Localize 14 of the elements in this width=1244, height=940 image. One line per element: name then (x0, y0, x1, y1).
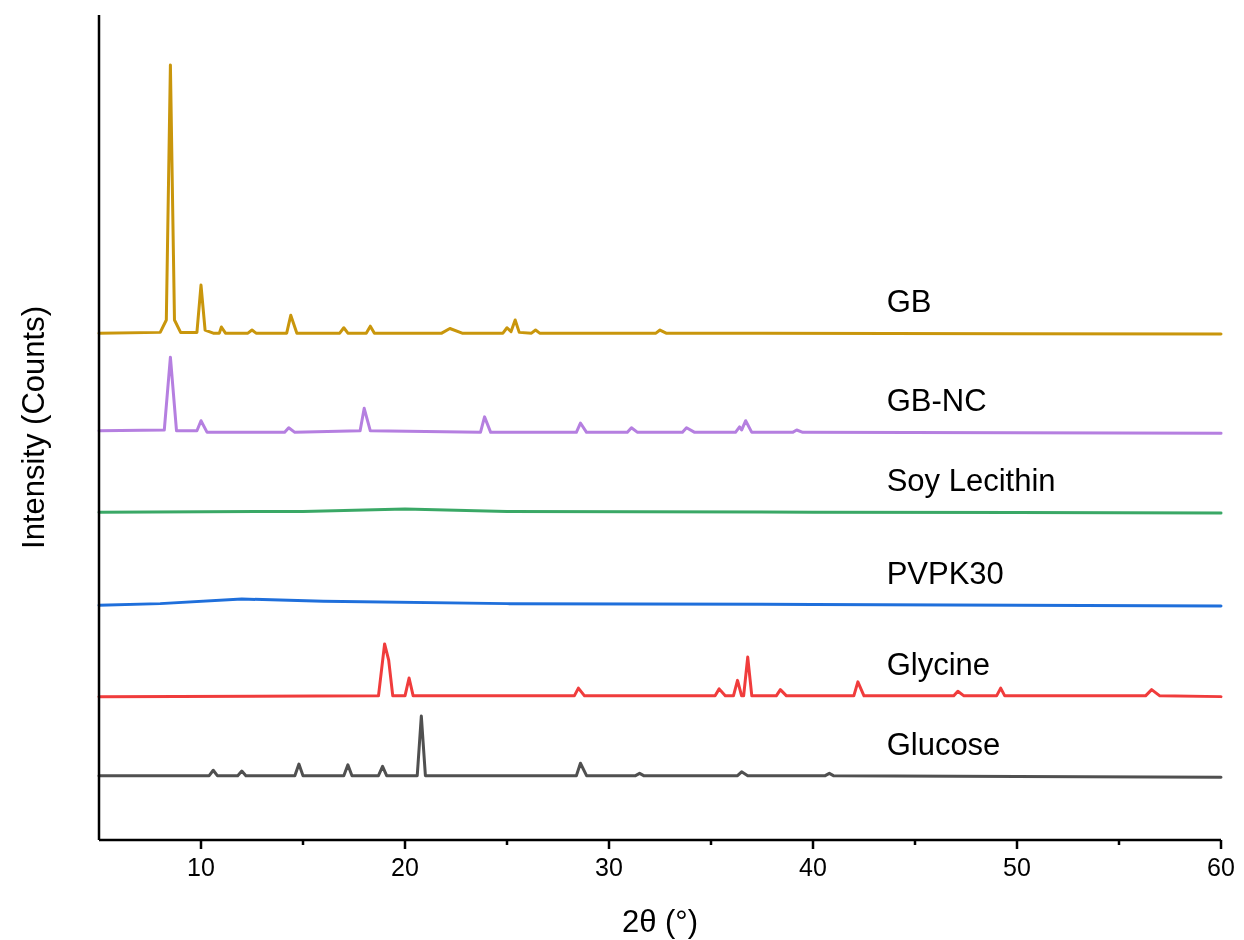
series-label: GB (886, 283, 932, 319)
series-label: GB-NC (886, 383, 987, 419)
x-tick-label: 30 (595, 853, 623, 881)
x-axis-title: 2θ (°) (621, 904, 699, 939)
x-tick-label: 40 (799, 853, 827, 881)
series-label: Soy Lecithin (886, 462, 1056, 498)
x-tick-label: 50 (1003, 853, 1031, 881)
x-tick-label: 10 (187, 853, 215, 881)
y-axis-title: Intensity (Counts) (16, 306, 51, 549)
series-label: Glycine (886, 646, 991, 682)
series-label: Glucose (886, 727, 1001, 763)
x-tick-label: 20 (391, 853, 419, 881)
series-label: PVPK30 (886, 555, 1004, 591)
x-tick-label: 60 (1207, 853, 1235, 881)
